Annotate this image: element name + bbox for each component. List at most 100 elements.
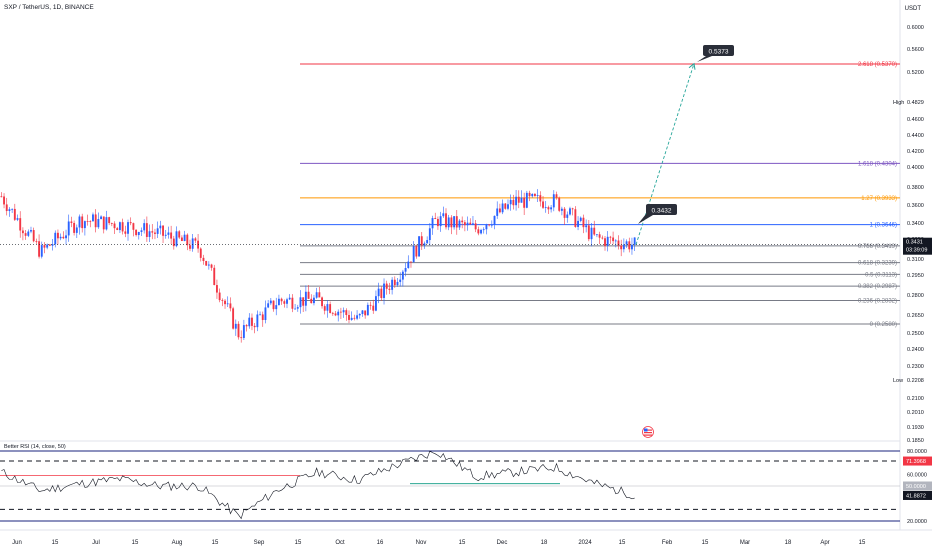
candle-body [248, 317, 251, 327]
candle-body [38, 241, 41, 257]
candle-body [410, 261, 412, 263]
candle-body [590, 227, 593, 240]
candle-body [226, 303, 229, 305]
candle-body [466, 222, 469, 226]
time-axis-label: 15 [132, 540, 139, 546]
candle-body [509, 199, 512, 205]
fib-level-label: 0.382 (0.2987) [858, 284, 897, 290]
candle-body [16, 218, 19, 220]
candle-body [442, 213, 445, 217]
rsi-axis-label: 41.8872 [906, 493, 926, 499]
price-tick-label: 0.5200 [907, 70, 924, 76]
symbol-title[interactable]: SXP / TetherUS, 1D, BINANCE [4, 4, 94, 11]
candle-body [259, 314, 262, 316]
candle-body [199, 248, 202, 258]
candle-body [102, 216, 105, 230]
candle-body [286, 299, 288, 304]
candle-body [358, 313, 361, 316]
time-axis[interactable]: Jun 15 Jul 15 Aug 15 Sep 15 Oct 16 Nov 15 Dec 18 2024 1… [12, 540, 866, 546]
candle-body [323, 306, 326, 311]
target-price-callout[interactable]: 0.5373 [697, 45, 734, 62]
candle-body [480, 229, 482, 234]
candle-body [436, 218, 439, 227]
candle-body [458, 220, 461, 228]
candle-body [213, 267, 216, 286]
candle-body [40, 245, 43, 257]
candle-body [121, 222, 124, 232]
candle-body [585, 225, 588, 228]
candle-body [536, 195, 539, 196]
candle-body [54, 232, 57, 245]
candle-body [35, 241, 38, 243]
candle-body [587, 225, 590, 240]
candle-body [606, 236, 609, 246]
projection-arrow-head-icon [688, 62, 696, 70]
rsi-axis-tick: 60.0000 [907, 472, 927, 478]
price-tick-label: 0.1850 [907, 438, 924, 444]
candle-body [383, 283, 385, 298]
candle-body [525, 192, 528, 208]
candle-body [164, 234, 167, 236]
price-tick-label: 0.2010 [907, 410, 924, 416]
target-price-callout-bg [703, 45, 734, 56]
price-tick-label: 0.4600 [907, 117, 924, 123]
candle-body [474, 223, 477, 230]
candle-body [612, 237, 615, 242]
candle-body [326, 304, 329, 311]
time-axis-label: Jul [92, 540, 100, 546]
candle-body [520, 197, 523, 203]
time-axis-label: 15 [212, 540, 219, 546]
candle-body [242, 325, 245, 338]
price-tick-label: 0.3600 [907, 203, 924, 209]
candle-body [372, 305, 375, 311]
rsi-title[interactable]: Better RSI (14, close, 50) [4, 444, 66, 450]
candle-body [342, 310, 345, 313]
candle-body [617, 240, 620, 246]
candle-body [94, 214, 97, 228]
high-marker-value: 0.4829 [907, 100, 924, 106]
candle-body [27, 231, 30, 236]
fib-extension-levels[interactable]: 0 (0.2580) 0.236 (0.2832) 0.382 (0.2987) 0.… [300, 0, 900, 328]
candle-body [59, 236, 62, 239]
last-price-box [903, 237, 932, 255]
candle-body [329, 304, 332, 313]
candle-body [30, 230, 32, 232]
candle-body [477, 229, 480, 234]
candle-body [154, 232, 156, 234]
current-price-callout[interactable]: 0.3432 [638, 204, 677, 224]
candle-body [162, 225, 164, 236]
candle-body [232, 308, 235, 329]
candle-body [21, 230, 24, 234]
candle-body [574, 209, 577, 227]
fib-level-label: 0.618 (0.3239) [858, 261, 897, 267]
candle-body [170, 232, 173, 239]
price-tick-label: 0.2300 [907, 364, 924, 370]
candle-body [135, 229, 138, 236]
fib-level-label: 0 (0.2580) [870, 322, 897, 328]
candle-body [544, 207, 547, 208]
time-axis-label: 15 [459, 540, 466, 546]
fib-level-label: 0.5 (0.3113) [865, 272, 897, 278]
candle-body [272, 300, 275, 310]
price-tick-label: 0.6000 [907, 25, 924, 31]
price-axis-ticks[interactable]: 0.6000 0.5600 0.5200 0.4600 0.4400 0.4200 0.40… [907, 25, 924, 444]
candle-body [391, 279, 394, 290]
candle-body [361, 310, 364, 314]
candle-body [334, 313, 337, 316]
bar-countdown: 03:39:09 [906, 248, 927, 254]
candle-body [366, 304, 369, 316]
fib-level-label: 1 (0.3646) [870, 223, 897, 229]
rsi-axis-label-bg [903, 490, 932, 500]
candle-body [24, 233, 27, 236]
candle-body [310, 298, 313, 304]
economic-event-flag-icon[interactable] [642, 426, 654, 438]
current-price-callout-text: 0.3432 [652, 208, 672, 215]
price-tick-label: 0.4400 [907, 133, 924, 139]
candle-body [304, 291, 307, 306]
candle-body [256, 314, 259, 328]
candle-body [137, 231, 140, 236]
candle-body [92, 214, 94, 222]
candle-body [186, 234, 189, 246]
candle-body [62, 236, 65, 239]
